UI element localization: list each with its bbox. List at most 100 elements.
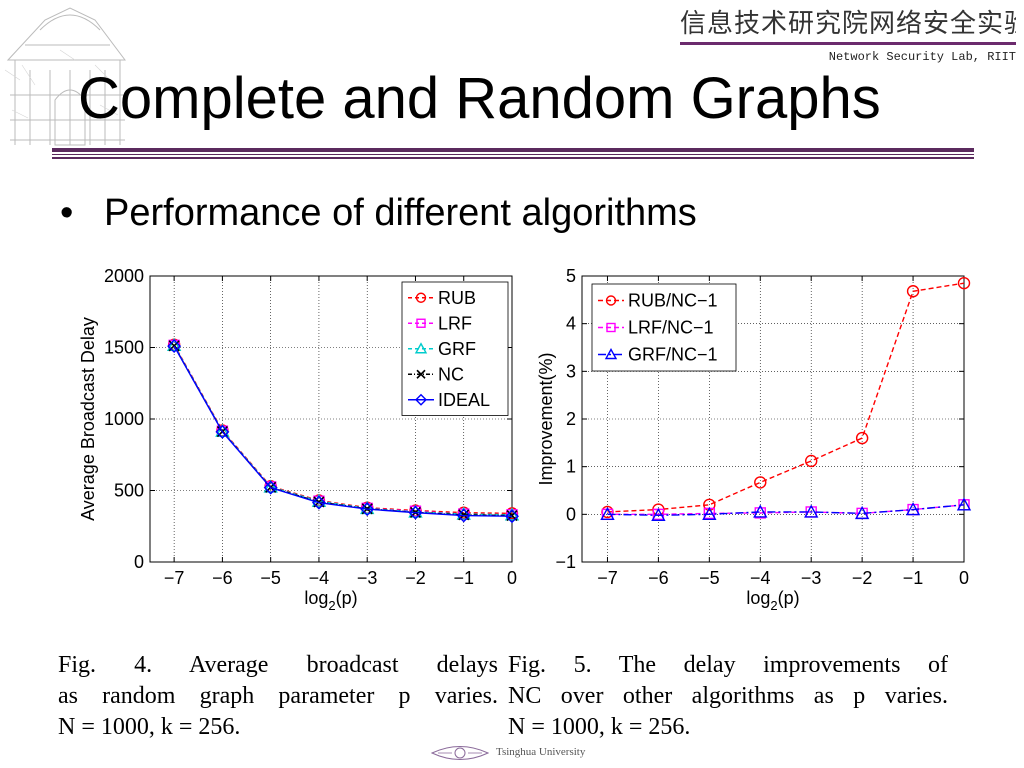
x-axis-label-part: log bbox=[746, 588, 770, 608]
lab-name-english: Network Security Lab, RIIT bbox=[828, 50, 1016, 64]
series-line bbox=[607, 504, 965, 516]
caption-line: N = 1000, k = 256. bbox=[508, 714, 691, 740]
y-tick-label: 1000 bbox=[104, 409, 144, 429]
y-tick-label: 3 bbox=[566, 361, 576, 381]
series-grf-nc- bbox=[600, 497, 972, 521]
legend-label: LRF bbox=[438, 313, 472, 333]
series-line bbox=[173, 344, 513, 515]
caption-line: as random graph parameter p varies. bbox=[58, 683, 498, 709]
data-point bbox=[456, 508, 471, 523]
data-point bbox=[600, 506, 615, 521]
x-tick-label: −1 bbox=[453, 568, 474, 588]
y-tick-label: 0 bbox=[134, 552, 144, 572]
y-axis-label: Improvement(%) bbox=[536, 352, 556, 485]
lab-name-chinese: 信息技术研究院网络安全实验室 bbox=[680, 9, 1016, 39]
data-point bbox=[215, 424, 230, 439]
legend: RUB/NC−1 LRF/NC−1 GRF/NC−1 bbox=[591, 283, 737, 372]
data-point bbox=[906, 285, 920, 298]
y-axis-label: Average Broadcast Delay bbox=[78, 317, 98, 521]
legend: RUB LRF GRF NC IDEAL bbox=[401, 281, 509, 416]
x-tick-label: −6 bbox=[648, 568, 669, 588]
y-tick-label: 500 bbox=[114, 481, 144, 501]
data-point bbox=[166, 337, 182, 352]
university-emblem-icon bbox=[430, 746, 490, 760]
y-tick-label: 0 bbox=[566, 504, 576, 524]
legend-marker bbox=[415, 292, 427, 303]
data-point bbox=[408, 505, 423, 520]
x-tick-label: −7 bbox=[164, 568, 185, 588]
data-point bbox=[956, 497, 972, 511]
x-tick-label: −4 bbox=[750, 568, 771, 588]
data-point bbox=[905, 502, 921, 516]
average-delay-chart: −7 −6 −5 −4 −3 −2 −1 0 0 500 1000 1500 2000 log2(p) Av… bbox=[78, 266, 520, 613]
data-point bbox=[805, 454, 818, 468]
legend-marker bbox=[416, 318, 426, 328]
series-rub-nc- bbox=[601, 276, 971, 519]
data-point bbox=[456, 506, 471, 520]
x-tick-label: −2 bbox=[405, 568, 426, 588]
data-point bbox=[957, 276, 971, 290]
x-axis-label: log2(p) bbox=[304, 588, 357, 613]
legend-marker bbox=[414, 342, 428, 354]
data-point bbox=[753, 504, 768, 518]
x-axis-label-part: (p) bbox=[778, 588, 800, 608]
x-axis-label-part: (p) bbox=[336, 588, 358, 608]
legend-label: IDEAL bbox=[438, 390, 490, 410]
data-point bbox=[702, 506, 717, 521]
x-tick-label: −6 bbox=[212, 568, 233, 588]
figure-4-caption: Fig. 4. Average broadcast delays as rand… bbox=[58, 650, 498, 743]
x-tick-label: 0 bbox=[507, 568, 517, 588]
legend-label: LRF/NC−1 bbox=[628, 318, 714, 338]
x-tick-label: −3 bbox=[357, 568, 378, 588]
x-axis-label-subscript: 2 bbox=[770, 598, 777, 613]
series-ideal bbox=[167, 339, 519, 524]
y-tick-label: 1500 bbox=[104, 338, 144, 358]
x-tick-label: −5 bbox=[260, 568, 281, 588]
campus-building-sketch bbox=[4, 7, 126, 146]
legend-marker bbox=[606, 322, 616, 333]
x-tick-label: 0 bbox=[959, 568, 969, 588]
data-point bbox=[311, 495, 326, 510]
legend-box bbox=[401, 281, 509, 416]
header-accent-bar bbox=[680, 42, 1016, 45]
x-tick-label: −3 bbox=[801, 568, 822, 588]
y-tick-label: 2000 bbox=[104, 266, 144, 286]
improvement-chart: −7 −6 −5 −4 −3 −2 −1 0−1012345log2(p)Improvemen… bbox=[536, 266, 972, 613]
y-tick-label: −1 bbox=[555, 552, 576, 572]
data-point bbox=[804, 504, 819, 518]
university-name: Tsinghua University bbox=[496, 746, 586, 758]
data-point bbox=[263, 479, 278, 493]
legend-label: GRF bbox=[438, 339, 476, 359]
data-point bbox=[854, 505, 870, 520]
legend-label: RUB bbox=[438, 288, 476, 308]
data-point bbox=[215, 423, 230, 437]
data-point bbox=[504, 507, 520, 521]
legend-marker bbox=[416, 369, 426, 379]
x-tick-label: −1 bbox=[903, 568, 924, 588]
axis-ticks: −7 −6 −5 −4 −3 −2 −1 0 0 500 1000 1500 2000 bbox=[104, 266, 517, 588]
bullet-text: Performance of different algorithms bbox=[104, 192, 697, 234]
x-tick-label: −7 bbox=[597, 568, 618, 588]
data-point bbox=[855, 431, 869, 445]
caption-line: Fig. 4. Average broadcast delays bbox=[58, 652, 498, 678]
figure-5-caption: Fig. 5. The delay improvements of NC ove… bbox=[508, 650, 948, 743]
x-tick-label: −4 bbox=[309, 568, 330, 588]
title-divider bbox=[52, 148, 974, 160]
caption-line: Fig. 5. The delay improvements of bbox=[508, 652, 948, 678]
data-point bbox=[360, 502, 375, 517]
x-tick-label: −2 bbox=[852, 568, 873, 588]
x-axis-label: log2(p) bbox=[746, 588, 799, 613]
legend-marker bbox=[604, 348, 618, 360]
y-tick-label: 2 bbox=[566, 409, 576, 429]
data-point bbox=[651, 507, 666, 521]
legend-label: NC bbox=[438, 364, 464, 384]
data-point bbox=[408, 504, 423, 518]
axis-ticks: −7 −6 −5 −4 −3 −2 −1 0 −1 0 1 2 3 4 5 bbox=[555, 266, 969, 588]
x-tick-label: −5 bbox=[699, 568, 720, 588]
data-point bbox=[703, 498, 716, 512]
legend-marker bbox=[415, 393, 427, 406]
bullet-point: • Performance of different algorithms bbox=[60, 190, 697, 236]
data-point bbox=[505, 509, 519, 524]
y-tick-label: 4 bbox=[566, 314, 576, 334]
bullet-icon: • bbox=[60, 192, 74, 234]
